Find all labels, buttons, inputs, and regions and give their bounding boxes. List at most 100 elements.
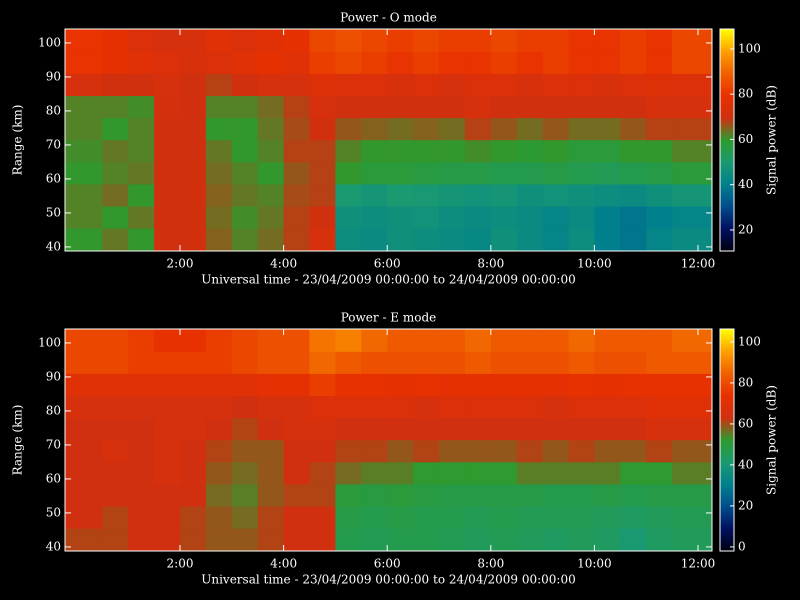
heatmap-cell xyxy=(283,117,310,141)
heatmap-cell xyxy=(439,417,466,441)
heatmap-cell xyxy=(335,395,362,419)
heatmap-cell xyxy=(490,395,518,419)
heatmap-cell xyxy=(672,139,713,163)
heatmap-cell xyxy=(594,161,621,185)
heatmap-cell xyxy=(542,395,569,419)
colorbar xyxy=(719,28,735,252)
heatmap-cell xyxy=(542,206,569,229)
y-tick-label: 70 xyxy=(46,437,61,451)
heatmap-cell xyxy=(542,117,569,141)
heatmap-cell xyxy=(283,139,310,163)
heatmap-cell xyxy=(594,417,621,441)
heatmap-cell xyxy=(231,329,259,352)
heatmap-cell xyxy=(179,484,207,507)
heatmap-cell xyxy=(516,528,544,552)
heatmap-cell xyxy=(102,184,129,207)
heatmap-cell xyxy=(672,95,713,119)
x-tick-label: 10:00 xyxy=(577,257,612,271)
heatmap-cell xyxy=(335,73,362,97)
heatmap-cell xyxy=(464,29,492,52)
heatmap-cell xyxy=(205,95,233,119)
heatmap-cell xyxy=(646,461,673,485)
heatmap-cell xyxy=(516,206,544,229)
heatmap-cell xyxy=(646,51,673,74)
heatmap-cell xyxy=(439,506,466,529)
heatmap-cell xyxy=(65,73,103,97)
heatmap-cell xyxy=(309,184,336,207)
heatmap-cell xyxy=(309,95,336,119)
heatmap-cell xyxy=(231,395,259,419)
heatmap-cell xyxy=(672,73,713,97)
heatmap-cell xyxy=(490,117,518,141)
heatmap-cell xyxy=(154,439,181,463)
heatmap-cell xyxy=(568,161,595,185)
heatmap-cell xyxy=(516,29,544,52)
heatmap-cell xyxy=(257,461,285,485)
heatmap-cell xyxy=(490,351,518,374)
heatmap-cell xyxy=(413,439,440,463)
heatmap-cell xyxy=(309,373,336,397)
heatmap-cell xyxy=(387,161,414,185)
heatmap-cell xyxy=(439,461,466,485)
heatmap-cell xyxy=(542,51,569,74)
heatmap-cell xyxy=(490,139,518,163)
heatmap-cell xyxy=(490,417,518,441)
heatmap-cell xyxy=(594,484,621,507)
heatmap-cell xyxy=(542,139,569,163)
heatmap-cell xyxy=(464,417,492,441)
heatmap-cell xyxy=(568,373,595,397)
heatmap-cell xyxy=(257,117,285,141)
heatmap-cell xyxy=(65,228,103,252)
heatmap-cell xyxy=(568,506,595,529)
heatmap-cell xyxy=(361,417,388,441)
heatmap-cell xyxy=(361,439,388,463)
heatmap-cell xyxy=(335,29,362,52)
heatmap-cell xyxy=(154,184,181,207)
heatmap-cell xyxy=(646,139,673,163)
colorbar-label: Signal power (dB) xyxy=(765,385,779,495)
heatmap-cell xyxy=(231,484,259,507)
heatmap-cell xyxy=(594,228,621,252)
heatmap-cell xyxy=(620,139,647,163)
y-tick-label: 90 xyxy=(46,369,61,383)
heatmap-cell xyxy=(128,73,155,97)
heatmap-cell xyxy=(65,206,103,229)
heatmap-cell xyxy=(361,73,388,97)
heatmap-cell xyxy=(102,351,129,374)
heatmap-cell xyxy=(464,95,492,119)
heatmap-cell xyxy=(594,528,621,552)
colorbar-tick-label: 40 xyxy=(738,457,753,471)
heatmap-cell xyxy=(413,139,440,163)
heatmap-cell xyxy=(154,51,181,74)
heatmap-cell xyxy=(361,484,388,507)
x-axis-label: Universal time - 23/04/2009 00:00:00 to … xyxy=(201,573,576,587)
heatmap-cell xyxy=(231,417,259,441)
heatmap-cell xyxy=(516,417,544,441)
heatmap-cell xyxy=(205,395,233,419)
heatmap-cell xyxy=(672,184,713,207)
heatmap-cell xyxy=(620,439,647,463)
heatmap-cell xyxy=(205,329,233,352)
heatmap-cell xyxy=(490,206,518,229)
heatmap-cell xyxy=(65,29,103,52)
heatmap-cell xyxy=(387,506,414,529)
heatmap-cell xyxy=(65,528,103,552)
heatmap-cell xyxy=(439,228,466,252)
heatmap-cell xyxy=(335,484,362,507)
heatmap-cell xyxy=(205,206,233,229)
heatmap-cell xyxy=(439,373,466,397)
heatmap-cell xyxy=(413,506,440,529)
heatmap-cell xyxy=(335,184,362,207)
heatmap-cell xyxy=(128,139,155,163)
heatmap-cell xyxy=(102,373,129,397)
heatmap-cell xyxy=(464,184,492,207)
heatmap-cell xyxy=(568,117,595,141)
heatmap-cell xyxy=(439,95,466,119)
heatmap-cell xyxy=(179,461,207,485)
heatmap-cell xyxy=(620,228,647,252)
heatmap-cell xyxy=(594,206,621,229)
heatmap-cell xyxy=(516,184,544,207)
heatmap-cell xyxy=(542,95,569,119)
chart-title: Power - O mode xyxy=(340,11,437,25)
